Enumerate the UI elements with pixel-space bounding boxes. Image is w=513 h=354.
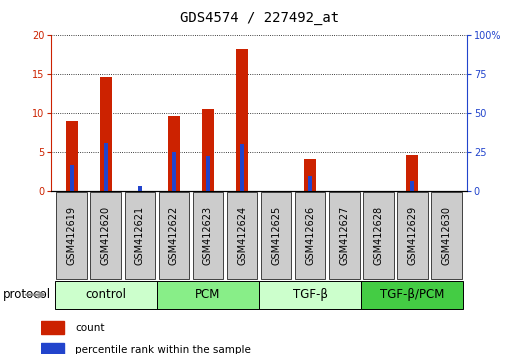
FancyBboxPatch shape <box>259 281 361 309</box>
Text: GSM412629: GSM412629 <box>407 206 418 265</box>
Text: GSM412625: GSM412625 <box>271 206 281 265</box>
Bar <box>100 77 112 191</box>
FancyBboxPatch shape <box>90 192 121 279</box>
Text: PCM: PCM <box>195 288 221 301</box>
Text: TGF-β: TGF-β <box>292 288 328 301</box>
Bar <box>41 321 65 334</box>
Text: GSM412626: GSM412626 <box>305 206 315 265</box>
Text: GSM412620: GSM412620 <box>101 206 111 265</box>
FancyBboxPatch shape <box>56 192 87 279</box>
FancyBboxPatch shape <box>329 192 360 279</box>
FancyBboxPatch shape <box>157 281 259 309</box>
Text: GSM412623: GSM412623 <box>203 206 213 265</box>
Bar <box>104 143 108 191</box>
Bar <box>70 165 74 191</box>
Bar <box>410 181 415 191</box>
Bar <box>206 156 210 191</box>
FancyBboxPatch shape <box>363 192 393 279</box>
Text: percentile rank within the sample: percentile rank within the sample <box>75 345 251 354</box>
Text: GSM412619: GSM412619 <box>67 206 77 265</box>
Bar <box>168 116 180 191</box>
FancyBboxPatch shape <box>227 192 258 279</box>
Bar <box>138 186 142 191</box>
Bar <box>308 176 312 191</box>
Text: GSM412621: GSM412621 <box>135 206 145 265</box>
FancyBboxPatch shape <box>193 192 223 279</box>
FancyBboxPatch shape <box>295 192 325 279</box>
Bar <box>406 155 418 191</box>
Bar <box>236 48 248 191</box>
Text: GSM412622: GSM412622 <box>169 206 179 265</box>
FancyBboxPatch shape <box>125 192 155 279</box>
FancyBboxPatch shape <box>261 192 291 279</box>
Bar <box>172 152 176 191</box>
FancyBboxPatch shape <box>159 192 189 279</box>
Text: GSM412624: GSM412624 <box>237 206 247 265</box>
Text: protocol: protocol <box>3 288 51 301</box>
Text: count: count <box>75 323 105 333</box>
Bar <box>240 144 244 191</box>
Text: GDS4574 / 227492_at: GDS4574 / 227492_at <box>180 11 339 25</box>
Text: GSM412627: GSM412627 <box>339 206 349 265</box>
Bar <box>202 109 214 191</box>
Text: GSM412628: GSM412628 <box>373 206 383 265</box>
Text: GSM412630: GSM412630 <box>441 206 451 265</box>
Bar <box>66 121 77 191</box>
Bar <box>41 343 65 354</box>
Text: TGF-β/PCM: TGF-β/PCM <box>380 288 445 301</box>
FancyBboxPatch shape <box>397 192 428 279</box>
FancyBboxPatch shape <box>431 192 462 279</box>
Text: control: control <box>85 288 126 301</box>
FancyBboxPatch shape <box>55 281 157 309</box>
FancyBboxPatch shape <box>361 281 463 309</box>
Bar <box>304 159 316 191</box>
